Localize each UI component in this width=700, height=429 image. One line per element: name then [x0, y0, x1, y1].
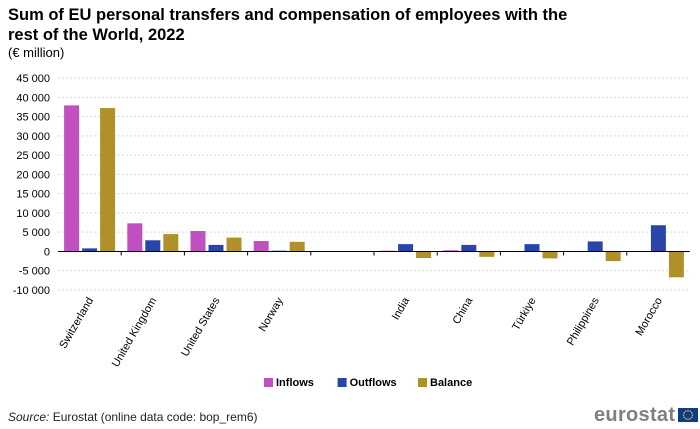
legend-swatch-balance [418, 378, 427, 387]
y-tick-label: 45 000 [16, 73, 50, 85]
y-tick-label: 10 000 [16, 208, 50, 220]
x-tick-label: United Kingdom [110, 296, 160, 370]
bar-outflows-india [398, 244, 414, 252]
bar-balance-norway [289, 241, 305, 252]
y-tick-label: 30 000 [16, 131, 50, 143]
legend-swatch-outflows [337, 378, 347, 387]
bar-balance-india [416, 251, 432, 259]
source-label: Source: [8, 410, 50, 424]
bars [64, 105, 684, 278]
bar-outflows-united-kingdom [145, 240, 161, 252]
bar-inflows-norway [253, 241, 269, 252]
y-tick-label: 35 000 [16, 112, 50, 124]
bar-balance-china [479, 251, 495, 257]
bar-balance-t-rkiye [542, 251, 558, 259]
bar-inflows-switzerland [64, 105, 80, 252]
x-tick-label: Morocco [634, 296, 665, 339]
logo-text: eurostat [594, 403, 676, 426]
gridlines [58, 77, 690, 291]
bar-outflows-philippines [587, 241, 603, 252]
bar-inflows-china [443, 250, 459, 252]
legend-label-outflows: Outflows [350, 377, 397, 389]
source-text: Eurostat (online data code: bop_rem6) [49, 410, 258, 424]
bar-balance-philippines [605, 251, 621, 262]
eu-flag-icon [678, 408, 699, 422]
bar-outflows-china [461, 244, 477, 252]
y-tick-label: -5 000 [19, 266, 50, 278]
y-tick-label: 5 000 [22, 227, 50, 239]
legend-swatch-inflows [264, 378, 273, 387]
bar-balance-united-states [226, 237, 242, 252]
legend: Inflows Outflows Balance [264, 377, 472, 389]
bar-balance-united-kingdom [163, 234, 179, 252]
source-note: Source: Eurostat (online data code: bop_… [8, 410, 257, 424]
y-tick-label: 25 000 [16, 150, 50, 162]
x-tick-label: India [390, 295, 413, 322]
x-tick-label: China [451, 295, 476, 327]
x-tick-label: Türkiye [510, 296, 538, 333]
bar-inflows-united-kingdom [127, 223, 143, 252]
bar-outflows-t-rkiye [524, 244, 540, 252]
bar-outflows-morocco [650, 225, 666, 252]
x-tick-label: Philippines [565, 295, 602, 348]
bar-outflows-united-states [208, 244, 224, 252]
bar-outflows-switzerland [82, 248, 98, 252]
legend-label-balance: Balance [430, 377, 472, 389]
bar-balance-switzerland [100, 108, 116, 252]
y-tick-label: -10 000 [13, 285, 50, 297]
x-tick-label: United States [179, 295, 223, 359]
bar-balance-morocco [668, 251, 684, 278]
chart-subtitle: (€ million) [8, 45, 65, 60]
x-tick-label: Switzerland [57, 296, 96, 351]
bar-inflows-united-states [190, 231, 206, 252]
eurostat-logo: eurostat [594, 403, 699, 426]
y-tick-label: 15 000 [16, 189, 50, 201]
y-tick-label: 20 000 [16, 169, 50, 181]
x-tick-label: Norway [257, 295, 286, 334]
chart-title: Sum of EU personal transfers and compens… [8, 6, 568, 44]
y-tick-label: 0 [44, 246, 50, 258]
legend-label-inflows: Inflows [276, 377, 314, 389]
y-tick-label: 40 000 [16, 92, 50, 104]
